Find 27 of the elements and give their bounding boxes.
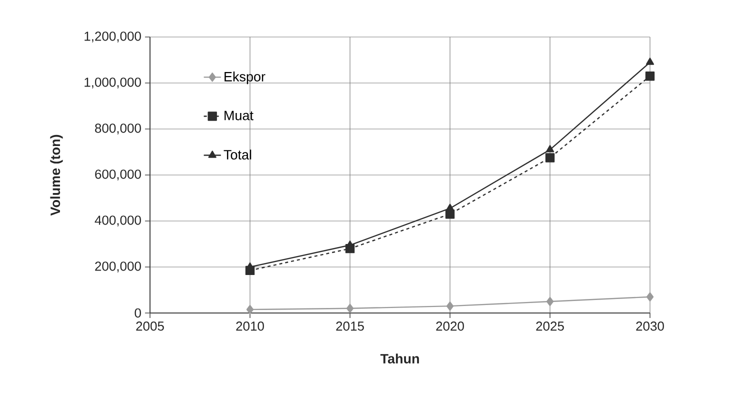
legend-label: Muat: [224, 110, 254, 120]
y-tick-label: 1,200,000: [84, 32, 141, 42]
y-tick-label: 200,000: [95, 262, 141, 272]
y-tick-label: 1,000,000: [84, 78, 141, 88]
legend-label: Ekspor: [224, 72, 266, 84]
point: [246, 304, 254, 314]
point: [546, 296, 554, 306]
x-tick-label: 2020: [436, 322, 464, 331]
y-tick-label: 800,000: [95, 124, 141, 134]
point: [545, 153, 555, 162]
x-tick-label: 2010: [236, 322, 264, 331]
point: [645, 71, 655, 81]
y-tick-label: 400,000: [94, 216, 141, 226]
y-tick-label: 600,000: [95, 170, 141, 180]
point: [346, 304, 354, 313]
legend-label: Total: [224, 150, 252, 160]
y-axis-title: Volume (ton): [50, 134, 63, 216]
x-tick-label: 2005: [136, 322, 164, 331]
x-tick-label: 2015: [336, 322, 364, 331]
y-tick-label: 0: [134, 308, 141, 318]
point: [446, 301, 454, 311]
x-tick-label: 2030: [636, 322, 664, 331]
point: [646, 58, 654, 65]
point: [646, 292, 654, 302]
x-tick-label: 2025: [536, 322, 564, 331]
point: [546, 145, 554, 152]
x-axis-title: Tahun: [380, 354, 419, 364]
